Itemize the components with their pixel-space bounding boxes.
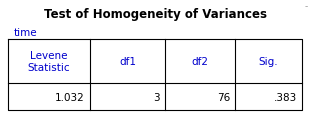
Text: -: - [305, 2, 308, 11]
Text: Test of Homogeneity of Variances: Test of Homogeneity of Variances [43, 8, 267, 21]
Text: Levene
Statistic: Levene Statistic [28, 51, 70, 72]
Text: 1.032: 1.032 [55, 92, 85, 102]
Text: 76: 76 [217, 92, 230, 102]
Text: time: time [14, 28, 38, 38]
Text: df1: df1 [119, 57, 136, 66]
Text: .383: .383 [274, 92, 297, 102]
Text: Sig.: Sig. [259, 57, 278, 66]
Text: 3: 3 [153, 92, 160, 102]
Text: df2: df2 [192, 57, 209, 66]
